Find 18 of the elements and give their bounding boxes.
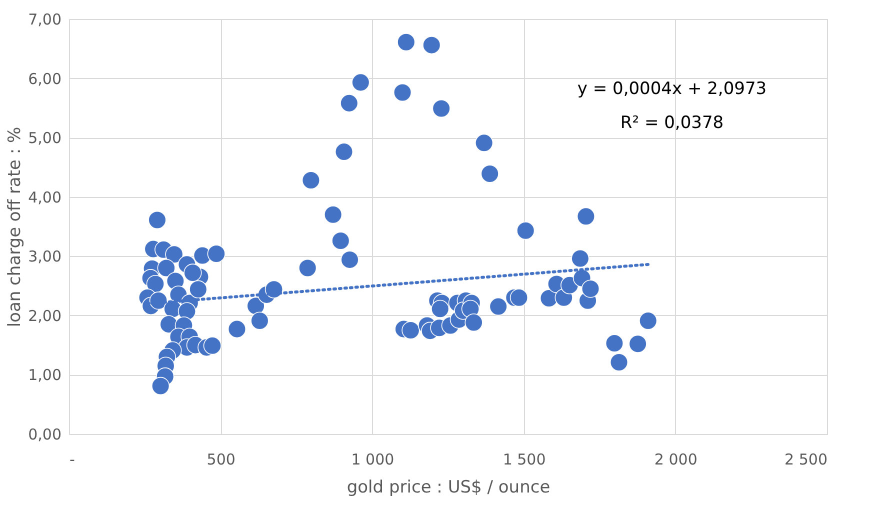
x-tick-label: 500 — [206, 450, 236, 468]
y-tick-label: 6,00 — [28, 70, 62, 88]
y-axis-title: loan charge off rate : % — [5, 126, 26, 328]
x-tick-label: 1 000 — [351, 450, 394, 468]
x-axis-title: gold price : US$ / ounce — [346, 478, 550, 498]
y-tick-label: 1,00 — [28, 366, 62, 384]
annotation: y = 0,0004x + 2,0973 — [577, 79, 767, 99]
y-tick-label: 5,00 — [28, 129, 62, 148]
x-tick-label: - — [70, 450, 75, 468]
annotation: R² = 0,0378 — [620, 113, 724, 133]
y-tick-label: 2,00 — [28, 306, 62, 325]
y-tick-label: 4,00 — [28, 188, 62, 206]
y-tick-label: 3,00 — [28, 248, 62, 266]
y-tick-label: 0,00 — [28, 426, 62, 444]
x-tick-label: 2 000 — [654, 450, 698, 468]
x-tick-label: 1 500 — [502, 450, 546, 468]
x-tick-label: 2 500 — [784, 450, 828, 468]
y-tick-label: 7,00 — [28, 10, 62, 28]
